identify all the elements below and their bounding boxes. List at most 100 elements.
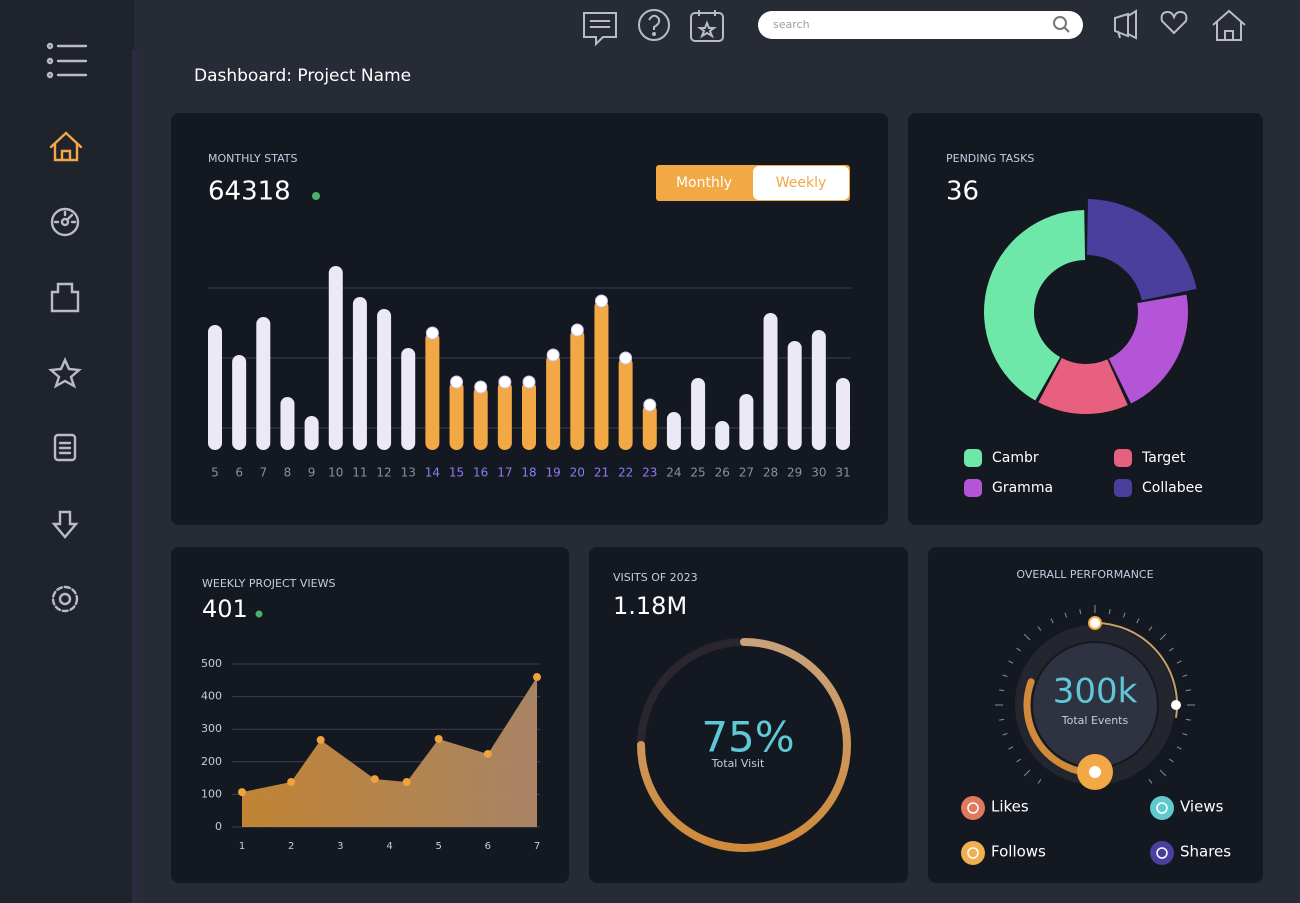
toggle-option[interactable]: Monthly — [676, 175, 732, 191]
dial-tick — [1050, 618, 1054, 624]
dial-tick — [1037, 626, 1042, 631]
legend-swatch — [964, 479, 982, 497]
dial-tick — [1016, 647, 1021, 652]
bar — [232, 355, 247, 450]
gauge-value: 75% — [701, 713, 794, 762]
download-icon[interactable] — [51, 510, 79, 539]
bar — [328, 266, 343, 450]
x-tick-label: 6 — [485, 841, 491, 852]
card — [171, 113, 888, 525]
y-tick-label: 100 — [201, 787, 222, 800]
x-tick-label: 7 — [259, 466, 267, 480]
y-tick-label: 400 — [201, 690, 222, 703]
donut-segment — [1108, 294, 1188, 404]
dial-center — [1033, 643, 1157, 767]
point — [316, 735, 325, 744]
card-title: OVERALL PERFORMANCE — [1016, 568, 1153, 581]
dial-label: Total Events — [1061, 714, 1129, 727]
bar — [787, 341, 802, 450]
star-icon[interactable] — [48, 357, 82, 389]
x-tick-label: 15 — [449, 466, 464, 480]
bar-cap — [498, 375, 512, 389]
dial-tick — [1002, 674, 1008, 678]
x-tick-label: 20 — [570, 466, 585, 480]
calendar-icon[interactable] — [690, 10, 724, 42]
card-title: WEEKLY PROJECT VIEWS — [202, 577, 335, 590]
card-total: 64318 — [208, 177, 291, 207]
donut-segment — [1085, 199, 1197, 302]
menu-icon[interactable] — [46, 42, 88, 79]
bar — [377, 309, 392, 450]
legend-icon-glyph — [1156, 847, 1168, 859]
x-tick-label: 10 — [328, 466, 343, 480]
dial-tick — [1169, 647, 1174, 652]
search-icon[interactable] — [1053, 16, 1070, 33]
card — [908, 113, 1263, 525]
toggle-option[interactable]: Weekly — [776, 175, 827, 191]
bar-cap — [643, 398, 657, 412]
bar — [256, 317, 271, 450]
legend-swatch — [964, 449, 982, 467]
bar-cap — [522, 375, 536, 389]
toggle-option-bg[interactable] — [753, 166, 849, 200]
home-top-icon[interactable] — [1212, 9, 1246, 41]
donut-segment — [984, 210, 1087, 401]
search-bar[interactable] — [758, 11, 1083, 39]
x-tick-label: 3 — [337, 841, 343, 852]
x-tick-label: 9 — [308, 466, 316, 480]
x-tick-label: 8 — [284, 466, 292, 480]
home-icon[interactable] — [49, 131, 83, 162]
document-icon[interactable] — [53, 433, 77, 462]
dial-tick — [999, 718, 1005, 721]
donut-segment — [1038, 357, 1128, 414]
puzzle-icon[interactable] — [50, 282, 80, 313]
y-tick-label: 200 — [201, 755, 222, 768]
dashboard-icon[interactable] — [50, 207, 80, 237]
dial-tick — [1159, 769, 1167, 777]
chat-icon[interactable] — [583, 12, 617, 47]
bar — [691, 378, 706, 450]
x-tick-label: 1 — [239, 841, 245, 852]
dial-tick — [1002, 732, 1008, 736]
legend-swatch — [1114, 449, 1132, 467]
dial-tick — [1169, 758, 1174, 763]
dial-tick — [1185, 689, 1191, 692]
top-icons — [583, 9, 1246, 47]
bar-cap — [450, 375, 464, 389]
bar — [280, 397, 295, 450]
status-dot — [255, 610, 263, 618]
sidebar-icons — [46, 42, 88, 613]
point — [238, 788, 246, 797]
bar-cap — [594, 294, 608, 308]
bar — [352, 297, 367, 450]
x-tick-label: 24 — [666, 466, 681, 480]
point — [402, 778, 411, 787]
settings-icon[interactable] — [51, 585, 79, 613]
legend-icon-glyph — [967, 847, 979, 859]
help-icon[interactable] — [638, 9, 670, 41]
legend-icon — [1150, 796, 1174, 820]
x-tick-label: 13 — [401, 466, 416, 480]
x-tick-label: 6 — [235, 466, 243, 480]
bar — [594, 300, 609, 450]
dial-tick — [1023, 633, 1031, 641]
gauge-label: Total Visit — [711, 757, 765, 770]
point — [434, 734, 443, 743]
bar — [304, 416, 319, 450]
legend-icon — [1150, 841, 1174, 865]
x-tick-label: 18 — [521, 466, 536, 480]
legend-label: Follows — [991, 843, 1046, 861]
bar — [401, 348, 416, 450]
heart-icon[interactable] — [1160, 10, 1188, 35]
bar — [666, 412, 681, 450]
megaphone-icon[interactable] — [1114, 9, 1137, 40]
legend-label: Gramma — [992, 480, 1053, 496]
x-tick-label: 28 — [763, 466, 778, 480]
bar-cap — [619, 351, 633, 365]
x-tick-label: 23 — [642, 466, 657, 480]
dial-tick — [1148, 779, 1153, 784]
area — [242, 677, 537, 827]
bar — [522, 381, 536, 450]
card-total: 401 — [202, 595, 248, 623]
